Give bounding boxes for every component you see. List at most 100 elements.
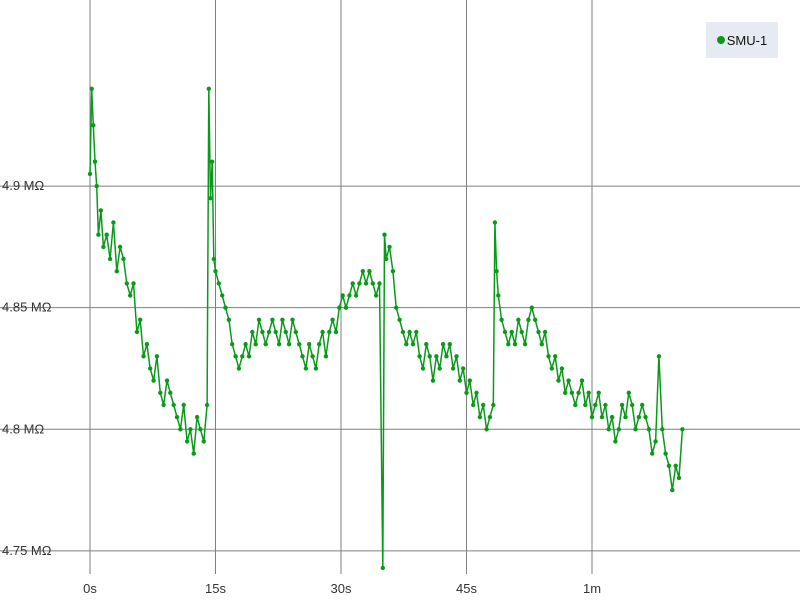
data-point: [516, 317, 521, 322]
data-point: [204, 402, 210, 408]
data-point: [357, 281, 362, 286]
data-point: [496, 293, 501, 298]
data-point: [434, 354, 439, 359]
data-point: [471, 402, 476, 408]
data-point: [382, 232, 387, 237]
data-point: [586, 390, 591, 395]
data-point: [407, 329, 412, 335]
data-point: [680, 427, 685, 432]
data-point: [676, 475, 682, 481]
data-point: [178, 427, 183, 432]
data-point: [447, 342, 452, 347]
y-tick-label: 4.85 MΩ: [2, 300, 52, 315]
data-point: [92, 159, 98, 164]
data-point: [343, 305, 349, 310]
data-point: [87, 171, 93, 177]
data-point: [626, 390, 631, 395]
data-point: [467, 378, 472, 383]
data-point: [553, 354, 558, 359]
data-point: [593, 402, 598, 408]
data-point: [293, 329, 298, 335]
series-layer: [89, 88, 684, 569]
data-point: [397, 317, 402, 322]
data-point: [579, 378, 585, 383]
data-point: [161, 402, 166, 408]
data-point: [107, 256, 113, 262]
data-point: [566, 378, 571, 383]
data-point: [539, 342, 544, 347]
data-point: [313, 366, 319, 371]
data-point: [526, 317, 531, 322]
data-point: [164, 378, 170, 383]
data-point: [663, 451, 668, 456]
x-tick-label: 15s: [205, 581, 226, 596]
data-point: [481, 402, 486, 408]
data-point: [270, 317, 275, 322]
series-line: [89, 88, 684, 569]
data-point: [111, 220, 116, 225]
data-point: [522, 342, 528, 347]
data-point: [233, 354, 238, 359]
data-point: [546, 354, 551, 359]
data-point: [327, 329, 332, 335]
data-point: [630, 402, 635, 408]
data-point: [347, 293, 352, 298]
data-point: [188, 427, 193, 432]
data-point: [569, 390, 575, 395]
data-point: [89, 86, 94, 92]
data-point: [656, 354, 662, 359]
data-point: [492, 220, 498, 225]
legend[interactable]: SMU-1: [706, 22, 778, 58]
data-point: [283, 329, 288, 335]
data-point: [556, 378, 561, 383]
data-point: [210, 159, 215, 164]
data-point: [310, 354, 315, 359]
data-point: [542, 329, 548, 335]
data-point: [276, 342, 282, 347]
labels-layer: 0s 15s 30s 45s 1m 4.75 MΩ 4.8 MΩ 4.85 MΩ 4.9 MΩ: [2, 178, 601, 596]
data-point: [653, 439, 658, 444]
data-point: [623, 414, 628, 420]
data-point: [240, 354, 245, 359]
data-point: [246, 354, 252, 359]
data-point: [532, 317, 538, 322]
data-point: [673, 463, 678, 468]
data-point: [367, 269, 372, 274]
data-point: [286, 342, 292, 347]
x-tick-label: 1m: [583, 581, 601, 596]
data-point: [220, 293, 225, 298]
data-point: [377, 281, 382, 286]
data-point: [250, 329, 255, 335]
data-point: [138, 317, 143, 322]
data-point: [454, 354, 459, 359]
data-point: [101, 244, 106, 250]
data-point: [208, 196, 213, 201]
data-point: [506, 342, 511, 347]
data-point: [154, 354, 160, 359]
legend-series-label: SMU-1: [726, 32, 768, 48]
x-tick-label: 30s: [331, 581, 352, 596]
data-point: [360, 269, 365, 274]
data-point: [211, 256, 216, 262]
data-point: [536, 329, 541, 335]
data-point: [363, 281, 369, 286]
data-point: [151, 378, 156, 383]
data-point: [650, 451, 655, 456]
data-point: [121, 256, 126, 262]
data-point: [484, 427, 489, 432]
data-point: [307, 342, 312, 347]
data-point: [461, 366, 466, 371]
data-point: [417, 354, 422, 359]
data-point: [350, 281, 355, 286]
data-point: [253, 342, 258, 347]
data-point: [660, 427, 665, 432]
data-point: [491, 402, 496, 408]
data-point: [353, 293, 359, 298]
y-tick-label: 4.8 MΩ: [2, 421, 45, 436]
data-point: [609, 414, 615, 420]
data-point: [666, 463, 672, 468]
data-point: [373, 293, 379, 298]
data-point: [337, 305, 342, 310]
data-point: [168, 390, 173, 395]
data-point: [400, 329, 406, 335]
